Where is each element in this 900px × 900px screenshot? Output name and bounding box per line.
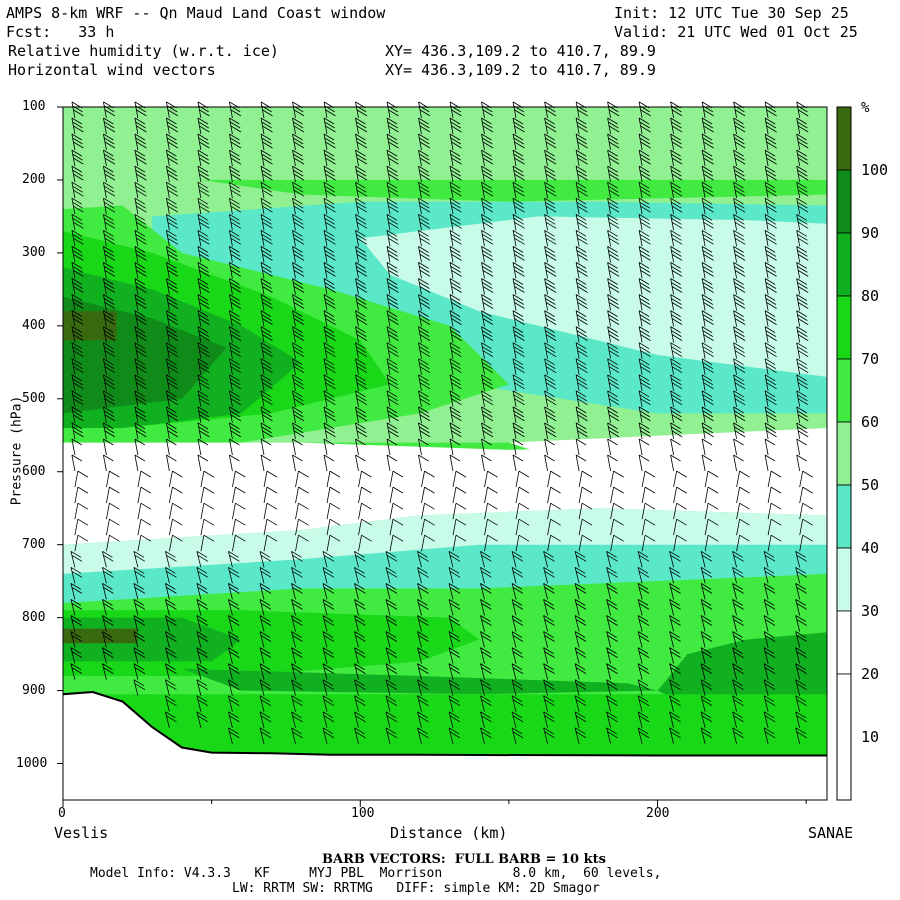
y-tick-1000: 1000 [16, 755, 48, 771]
y-tick-500: 500 [22, 390, 46, 406]
wind-barb-column-14 [511, 101, 530, 744]
colorbar-label-20: 20 [861, 665, 880, 683]
colorbar-segment-7 [836, 547, 852, 612]
colorbar [836, 106, 852, 801]
colorbar-segment-9 [836, 673, 852, 801]
colorbar-label-100: 100 [861, 161, 889, 179]
barb-legend: BARB VECTORS: FULL BARB = 10 kts [322, 852, 606, 867]
wind-barb-column-13 [480, 101, 498, 744]
colorbar-segment-3 [836, 295, 852, 360]
wind-barb-column-9 [354, 101, 372, 744]
colorbar-label-80: 80 [861, 287, 880, 305]
wind-barb-column-4 [196, 101, 215, 728]
model-info-2: LW: RRTM SW: RRTMG DIFF: simple KM: 2D S… [232, 881, 600, 896]
colorbar-unit: % [861, 100, 870, 116]
colorbar-label-60: 60 [861, 413, 880, 431]
field1-xy: XY= 436.3,109.2 to 410.7, 89.9 [385, 42, 656, 60]
rh-band-low-100 [63, 628, 138, 644]
colorbar-label-90: 90 [861, 224, 880, 242]
colorbar-segment-2 [836, 232, 852, 297]
header-fcst: Fcst: 33 h [6, 23, 115, 41]
wind-barb-column-20 [700, 101, 719, 744]
terrain [62, 690, 827, 800]
rh-band-low-90c [657, 632, 827, 713]
x-tick-100: 100 [351, 806, 375, 821]
terrain-line [62, 690, 827, 757]
field2-label: Horizontal wind vectors [8, 61, 216, 79]
wind-barb-column-0 [70, 101, 89, 680]
y-tick-400: 400 [22, 317, 46, 333]
x-axis-label: Distance (km) [390, 824, 508, 842]
x-tick-200: 200 [646, 806, 670, 821]
plot-border [62, 106, 828, 801]
terrain-fill [63, 692, 827, 800]
y-tick-200: 200 [22, 171, 46, 187]
wind-barb-column-22 [763, 101, 782, 744]
colorbar-segment-5 [836, 421, 852, 486]
wind-barb-column-11 [417, 101, 435, 744]
wind-barb-column-3 [165, 101, 183, 728]
colorbar-label-70: 70 [861, 350, 880, 368]
x-left-label: Veslis [54, 824, 109, 842]
wind-barb-column-5 [228, 101, 246, 744]
wind-barb-column-6 [259, 101, 278, 744]
plot-frame [57, 106, 828, 807]
wind-barb-column-21 [732, 101, 750, 744]
y-tick-300: 300 [22, 244, 46, 260]
colorbar-label-10: 10 [861, 728, 880, 746]
wind-barb-column-23 [795, 101, 813, 744]
plot-area [63, 107, 827, 800]
colorbar-segment-1 [836, 169, 852, 234]
wind-barb-column-10 [385, 101, 404, 744]
x-right-label: SANAE [808, 824, 854, 842]
header-title: AMPS 8-km WRF -- Qn Maud Land Coast wind… [6, 4, 386, 22]
wind-barb-column-17 [606, 101, 624, 744]
rh-band-pale [360, 216, 827, 377]
wind-barb-column-19 [669, 101, 687, 744]
field1-label: Relative humidity (w.r.t. ice) [8, 42, 279, 60]
colorbar-segment-6 [836, 484, 852, 549]
colorbar-segment-4 [836, 358, 852, 423]
wind-barb-column-8 [322, 101, 341, 744]
wind-barb-column-1 [102, 101, 120, 680]
wind-barb-column-7 [291, 101, 309, 744]
wind-barb-column-12 [448, 101, 467, 744]
y-axis-label: Pressure (hPa) [9, 395, 25, 506]
wind-barbs [70, 101, 813, 744]
colorbar-label-40: 40 [861, 539, 880, 557]
header-init: Init: 12 UTC Tue 30 Sep 25 [614, 4, 849, 22]
y-tick-700: 700 [22, 536, 46, 552]
y-tick-900: 900 [22, 682, 46, 698]
rh-band-sfc [63, 694, 827, 757]
rh-fill [63, 107, 827, 800]
rh-band-100 [63, 311, 117, 341]
colorbar-label-30: 30 [861, 602, 880, 620]
colorbar-label-50: 50 [861, 476, 880, 494]
wind-barb-column-18 [637, 101, 656, 744]
wind-barb-column-15 [543, 101, 561, 744]
wind-barb-column-16 [574, 101, 593, 744]
colorbar-border [836, 106, 852, 801]
y-tick-600: 600 [22, 463, 46, 479]
wind-barb-column-2 [133, 101, 152, 696]
model-info-1: Model Info: V4.3.3 KF MYJ PBL Morrison 8… [90, 866, 662, 881]
x-tick-0: 0 [58, 806, 66, 821]
rh-band-white-right [508, 428, 827, 472]
rh-band-upper [63, 107, 827, 180]
colorbar-segment-0 [836, 106, 852, 171]
y-tick-100: 100 [22, 99, 46, 114]
field2-xy: XY= 436.3,109.2 to 410.7, 89.9 [385, 61, 656, 79]
y-tick-800: 800 [22, 609, 46, 625]
header-valid: Valid: 21 UTC Wed 01 Oct 25 [614, 23, 858, 41]
colorbar-segment-8 [836, 610, 852, 675]
